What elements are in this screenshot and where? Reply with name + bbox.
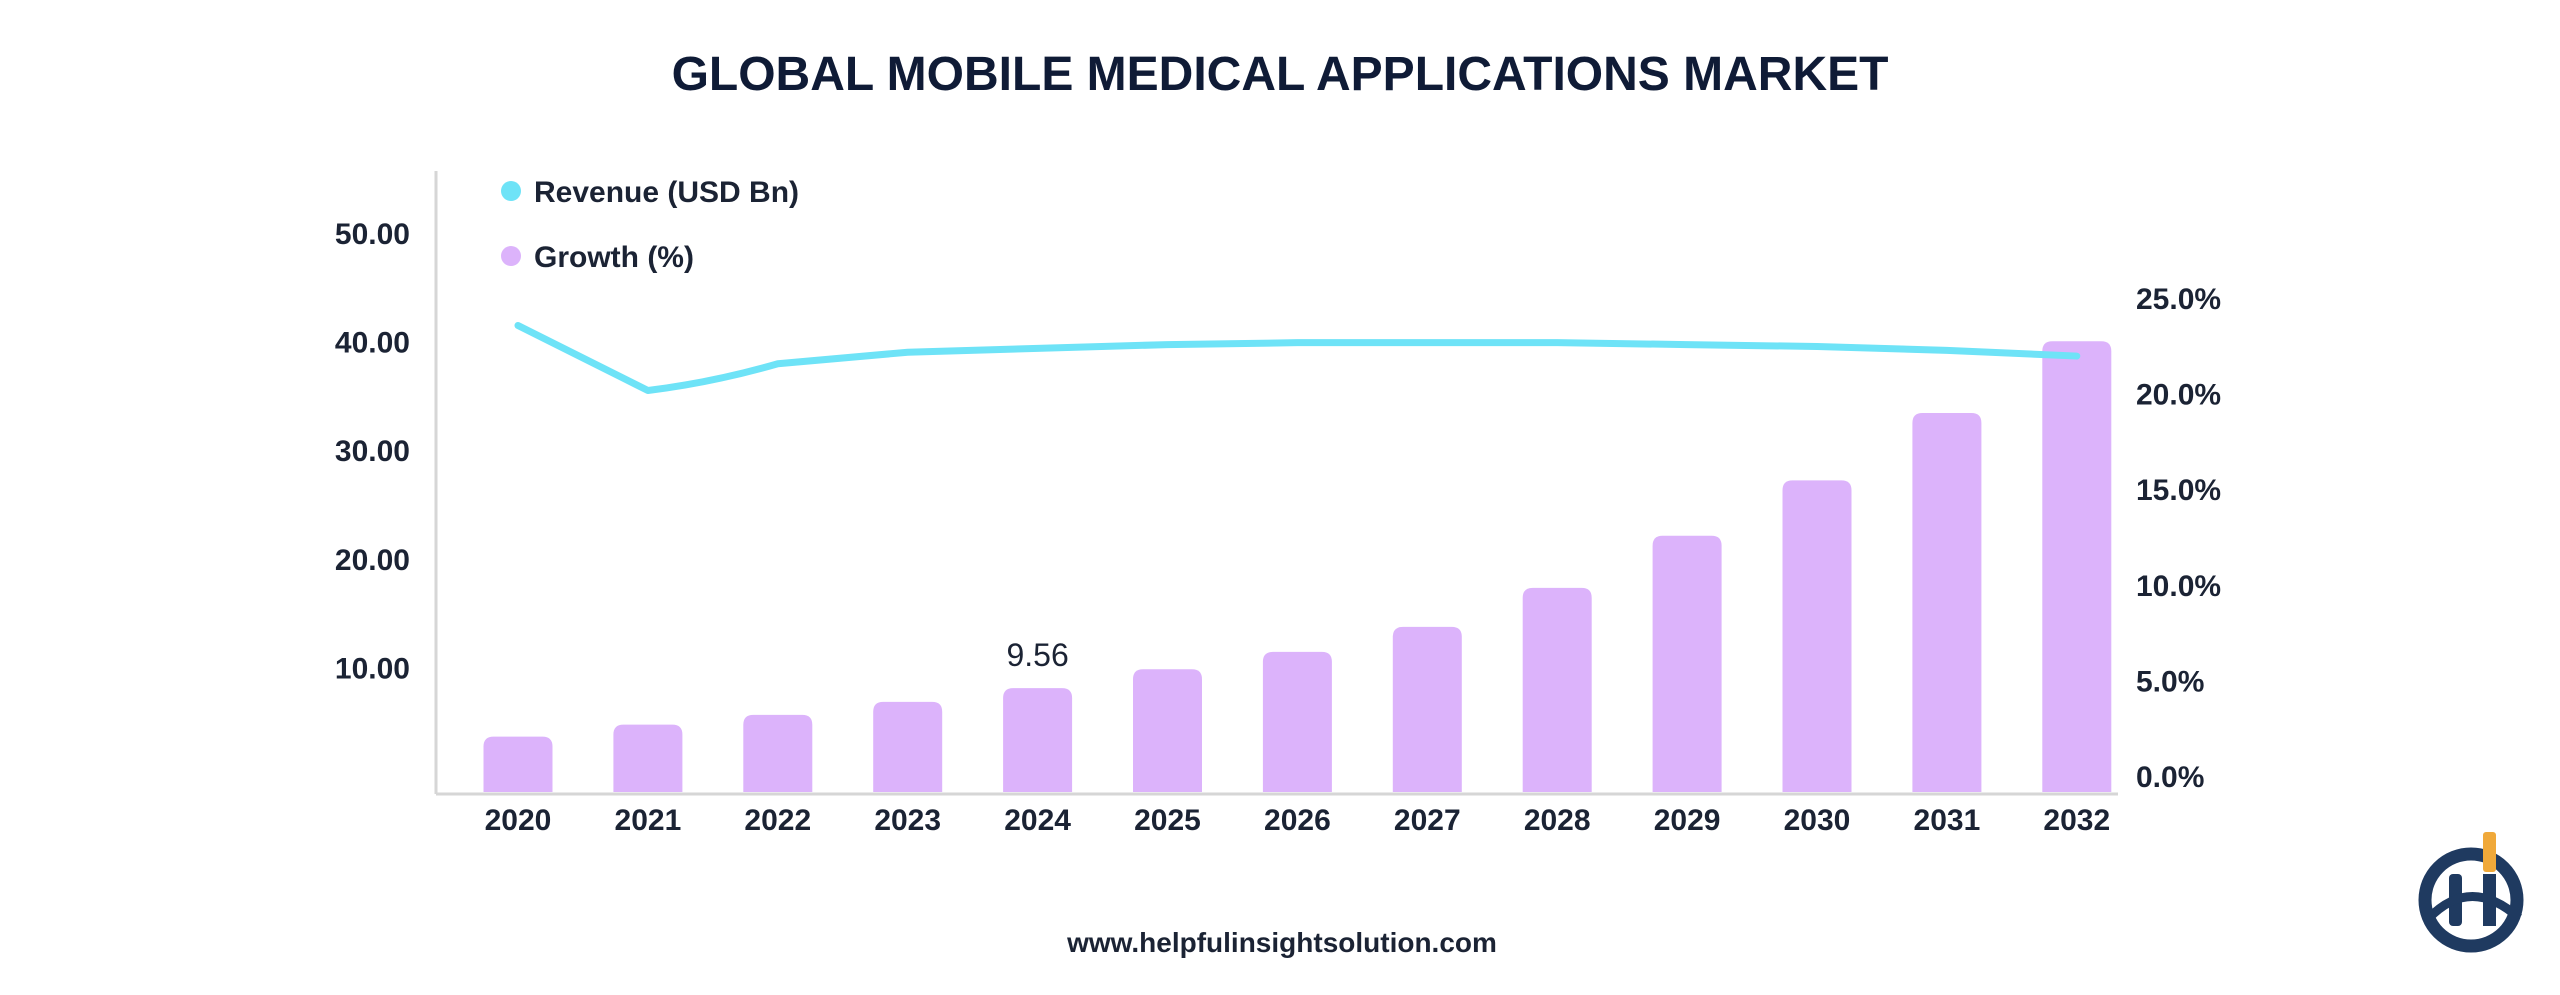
data-labels: 9.56 <box>1006 637 1068 673</box>
x-tick-label: 2027 <box>1394 804 1461 837</box>
legend-marker-growth <box>501 246 521 266</box>
right-axis-ticks: 0.0% 5.0% 10.0% 15.0% 20.0% 25.0% <box>2136 283 2221 794</box>
revenue-bar-2020 <box>483 736 553 792</box>
x-tick-label: 2026 <box>1264 804 1331 837</box>
revenue-bar-2025 <box>1133 669 1202 792</box>
x-tick-label: 2028 <box>1524 804 1591 837</box>
x-tick-label: 2024 <box>1004 804 1071 837</box>
revenue-bar-2026 <box>1262 651 1332 792</box>
right-tick-label: 20.0% <box>2136 379 2221 412</box>
revenue-bars <box>483 341 2112 792</box>
legend-label-revenue: Revenue (USD Bn) <box>534 176 799 209</box>
x-tick-label: 2031 <box>1914 804 1981 837</box>
revenue-bar-2029 <box>1652 535 1722 792</box>
company-logo <box>2418 832 2524 953</box>
chart-title: GLOBAL MOBILE MEDICAL APPLICATIONS MARKE… <box>672 48 1889 101</box>
growth-line-group <box>514 321 2081 394</box>
right-tick-label: 0.0% <box>2136 761 2204 794</box>
revenue-bar-2027 <box>1392 626 1462 792</box>
revenue-bar-2032 <box>2042 341 2112 792</box>
left-tick-label: 50.00 <box>335 218 410 251</box>
left-tick-label: 10.00 <box>335 652 410 685</box>
legend-label-growth: Growth (%) <box>534 241 694 274</box>
x-tick-label: 2030 <box>1784 804 1851 837</box>
right-tick-label: 10.0% <box>2136 570 2221 603</box>
x-tick-label: 2032 <box>2043 804 2110 837</box>
footer-website[interactable]: www.helpfulinsightsolution.com <box>1066 927 1497 958</box>
x-tick-label: 2020 <box>485 804 552 837</box>
data-label-2024: 9.56 <box>1006 637 1068 673</box>
right-tick-label: 25.0% <box>2136 283 2221 316</box>
revenue-bar-2023 <box>873 701 943 792</box>
right-tick-label: 5.0% <box>2136 665 2204 698</box>
growth-line <box>514 321 2081 394</box>
legend: Revenue (USD Bn) Growth (%) <box>501 176 799 274</box>
x-tick-label: 2022 <box>744 804 811 837</box>
left-tick-label: 30.00 <box>335 435 410 468</box>
left-tick-label: 20.00 <box>335 544 410 577</box>
x-tick-label: 2029 <box>1654 804 1721 837</box>
revenue-bar-2024 <box>1003 688 1073 792</box>
revenue-bar-2021 <box>613 724 683 792</box>
right-tick-label: 15.0% <box>2136 474 2221 507</box>
x-tick-label: 2023 <box>874 804 941 837</box>
revenue-bar-2028 <box>1522 587 1592 792</box>
legend-marker-revenue <box>501 181 521 201</box>
revenue-bar-2022 <box>743 714 813 792</box>
revenue-bar-2031 <box>1912 412 1982 792</box>
revenue-bar-2030 <box>1782 480 1852 792</box>
x-axis-ticks: 2020 2021 2022 2023 2024 2025 2026 2027 2028 2029… <box>485 804 2111 837</box>
x-tick-label: 2021 <box>615 804 682 837</box>
left-axis-ticks: 10.00 20.00 30.00 40.00 50.00 <box>335 218 410 685</box>
x-tick-label: 2025 <box>1134 804 1201 837</box>
left-tick-label: 40.00 <box>335 327 410 360</box>
